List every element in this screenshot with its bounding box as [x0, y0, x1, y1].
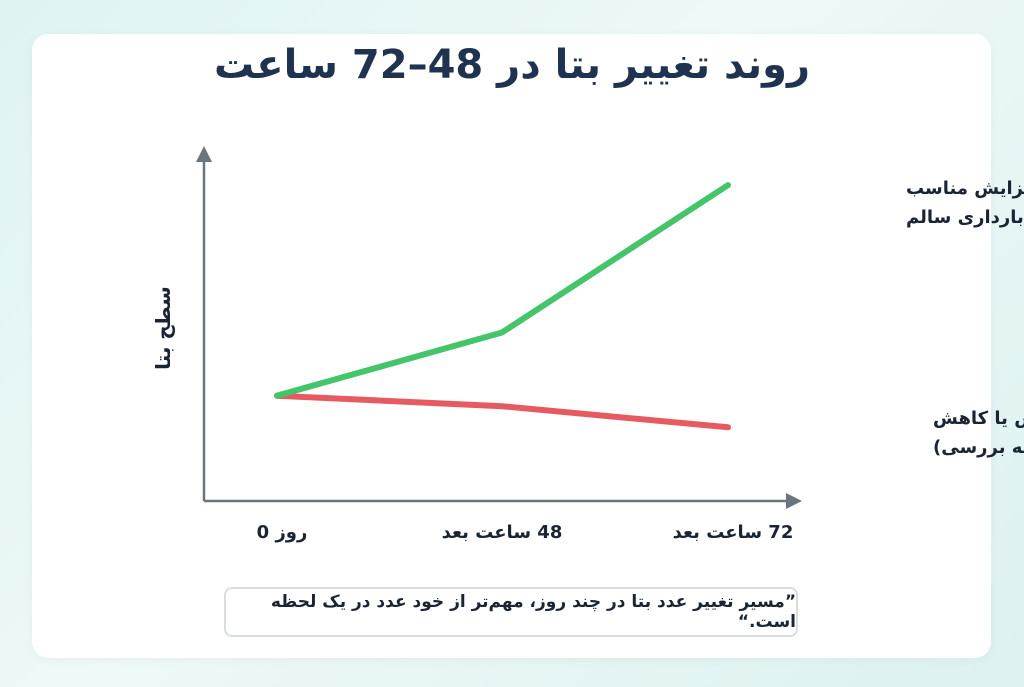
y-axis-arrow — [196, 146, 212, 162]
series-label-1-line-0: عدم افزایش یا کاهش — [933, 408, 1024, 429]
series-line-1 — [274, 392, 731, 431]
series-label-0-line-0: افزایش مناسب — [906, 178, 1024, 199]
chart-title: روند تغییر بتا در 48–72 ساعت — [213, 42, 811, 88]
y-axis-label: سطح بتا — [151, 286, 175, 370]
x-axis-arrow — [786, 493, 802, 509]
x-tick-label-1: 48 ساعت بعد — [442, 522, 563, 543]
x-tick-label-2: 72 ساعت بعد — [673, 522, 794, 543]
series-line-0 — [274, 182, 731, 399]
series-label-0-line-1: (بارداری سالم — [906, 207, 1024, 228]
chart-card — [32, 34, 991, 658]
series-label-1-line-1: (نیاز به بررسی) — [933, 437, 1024, 458]
x-tick-label-0: روز 0 — [257, 522, 308, 543]
footnote-quote: ”مسیر تغییر عدد بتا در چند روز، مهم‌تر ا… — [224, 587, 798, 637]
